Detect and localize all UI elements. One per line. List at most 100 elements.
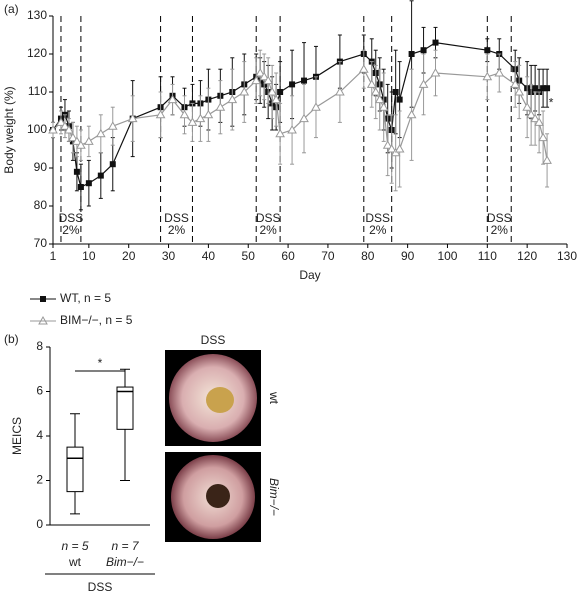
point [73, 168, 80, 175]
point [420, 47, 427, 54]
y-tick-label: 100 [27, 122, 47, 136]
point [251, 75, 262, 85]
x-tick-label: 40 [202, 249, 216, 263]
point [408, 51, 415, 57]
point [510, 79, 521, 88]
point [287, 124, 297, 134]
y-tick-label: 80 [34, 198, 48, 212]
point [301, 77, 308, 84]
y-axis-label: MEICS [10, 417, 24, 455]
dss-label: DSS [365, 211, 390, 225]
point [85, 180, 92, 187]
point [72, 136, 82, 145]
point [392, 89, 399, 95]
dss-dose: 2% [62, 223, 80, 237]
x-tick-label: 90 [401, 249, 415, 263]
group-label: DSS [88, 580, 113, 594]
dss-label: DSS [487, 211, 512, 225]
y-axis-label: Body weight (%) [2, 86, 16, 173]
image-row-label: Bim−/− [267, 478, 281, 516]
point [386, 143, 397, 153]
x-tick-label: 80 [361, 249, 375, 263]
x-tick-label: 130 [557, 249, 577, 263]
point [299, 113, 309, 123]
point [60, 121, 70, 130]
point [259, 71, 270, 81]
image-row-label: wt [267, 391, 281, 405]
n-label: n = 7 [111, 539, 139, 553]
point [48, 124, 58, 134]
y-tick-label: 2 [36, 473, 43, 487]
point [155, 109, 166, 119]
dss-label: DSS [59, 211, 84, 225]
x-tick-label: 10 [82, 249, 96, 263]
point [289, 81, 296, 88]
n-label: n = 5 [61, 539, 88, 553]
dss-dose: 2% [369, 223, 387, 237]
point [275, 128, 285, 138]
point [382, 140, 393, 149]
series-line [52, 41, 548, 188]
y-tick-label: 120 [27, 46, 47, 60]
box [116, 386, 134, 430]
legend-label: WT, n = 5 [60, 291, 111, 305]
point [97, 172, 104, 179]
point [544, 85, 551, 92]
series [38, 49, 552, 325]
point [538, 132, 548, 142]
point [378, 102, 389, 111]
point [494, 67, 505, 77]
panel-label: (b) [4, 332, 19, 346]
legend-label: BIM−/−, n = 5 [60, 313, 133, 327]
y-tick-label: 0 [36, 517, 43, 531]
point [109, 161, 116, 168]
point [187, 117, 198, 126]
point [203, 109, 214, 119]
point [396, 96, 403, 103]
point [335, 86, 345, 96]
x-tick-label: 60 [281, 249, 295, 263]
dss-label: DSS [256, 211, 281, 225]
point [430, 67, 441, 77]
point [127, 113, 138, 123]
point [482, 71, 493, 81]
x-tick-label: 20 [122, 249, 136, 263]
point [68, 132, 78, 142]
point [514, 86, 525, 96]
point [394, 143, 405, 153]
x-tick-label: 100 [437, 249, 457, 263]
point [271, 94, 281, 104]
point [167, 94, 178, 104]
x-tick-label: 70 [321, 249, 335, 263]
y-tick-label: 8 [36, 339, 43, 353]
point [195, 113, 206, 123]
y-tick-label: 4 [36, 428, 43, 442]
point [179, 109, 190, 119]
point [542, 155, 552, 164]
y-tick-label: 6 [36, 384, 43, 398]
point [311, 102, 321, 111]
point [77, 184, 84, 190]
point [526, 109, 537, 119]
point [263, 75, 274, 85]
point [215, 102, 226, 111]
point [432, 39, 439, 46]
point [370, 86, 381, 96]
series-line [52, 68, 548, 161]
series [40, 0, 551, 302]
dss-label: DSS [164, 211, 189, 225]
lumen [206, 484, 230, 508]
box [66, 446, 84, 493]
point [56, 117, 66, 126]
point [522, 102, 533, 111]
significance: * [549, 96, 554, 110]
point [374, 94, 385, 104]
x-tick-label: 30 [162, 249, 176, 263]
point [530, 113, 540, 123]
point [95, 128, 106, 138]
point [532, 85, 539, 92]
point [534, 117, 544, 126]
y-tick-label: 110 [28, 84, 47, 98]
point [406, 109, 417, 119]
